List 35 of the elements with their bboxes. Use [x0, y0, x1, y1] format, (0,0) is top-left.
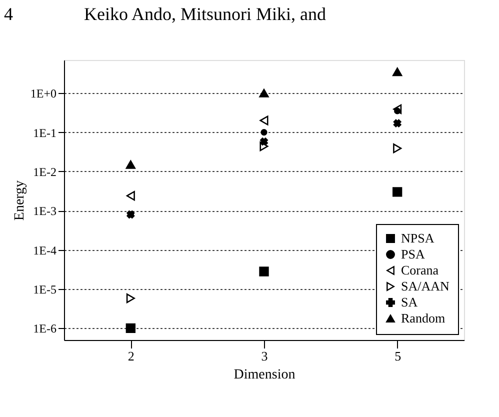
x-tick-label: 2 — [128, 348, 134, 364]
point — [260, 138, 268, 146]
legend-label: SA — [401, 294, 418, 310]
legend-label: Corana — [401, 262, 439, 278]
y-tick-label: 1E-4 — [33, 243, 56, 258]
y-tick-label: 1E-6 — [33, 322, 56, 336]
text: 4 — [4, 4, 13, 24]
point — [260, 141, 268, 152]
point — [393, 104, 402, 114]
point — [126, 190, 135, 201]
point — [393, 119, 402, 128]
x-axis-title: Dimension — [234, 368, 296, 382]
point — [260, 116, 268, 126]
y-tick-label: 1E-1 — [33, 126, 56, 140]
point — [392, 187, 402, 197]
y-tick-label: 1E-5 — [33, 282, 56, 297]
text: Keiko Ando, Mitsunori Miki, and — [84, 4, 326, 24]
legend-label: NPSA — [401, 230, 435, 246]
point — [126, 293, 135, 304]
y-tick-label: 1E+0 — [30, 86, 56, 101]
point — [259, 88, 269, 98]
legend-label: SA/AAN — [401, 278, 450, 294]
point — [260, 129, 268, 136]
x-tick-label: 5 — [394, 348, 402, 364]
y-axis-title: Energy — [12, 180, 28, 221]
point — [126, 160, 136, 169]
y-tick-label: 1E-2 — [33, 164, 56, 179]
y-tick-label: 1E-3 — [33, 204, 56, 218]
point — [259, 266, 269, 276]
point — [392, 68, 402, 76]
legend-label: Random — [401, 310, 446, 326]
point — [393, 143, 402, 154]
x-tick-label: 3 — [261, 348, 268, 364]
point — [126, 323, 136, 334]
legend-label: PSA — [401, 246, 426, 262]
